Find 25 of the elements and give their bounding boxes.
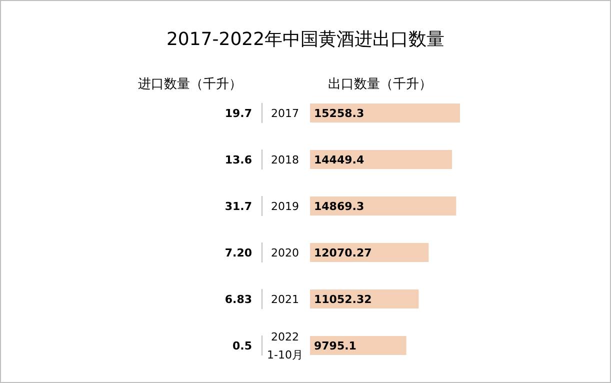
y-tick-label: 2017 <box>271 107 299 120</box>
data-label: 6.83 <box>224 293 252 306</box>
data-label: 31.7 <box>224 200 252 213</box>
data-label: 7.20 <box>224 246 252 260</box>
data-label: 14869.3 <box>314 200 364 213</box>
chart-title: 2017-2022年中国黄酒进出口数量 <box>166 29 445 50</box>
data-label: 19.7 <box>224 107 252 120</box>
data-label: 9795.1 <box>314 340 356 352</box>
data-label: 14449.4 <box>314 154 364 166</box>
data-label: 13.6 <box>224 154 252 166</box>
text: 进口数量（千升） <box>138 77 242 92</box>
bar <box>310 104 460 122</box>
data-label: 11052.32 <box>314 293 372 306</box>
bar <box>310 196 456 216</box>
data-label: 0.5 <box>232 340 252 352</box>
y-tick-label: 2021 <box>271 293 299 306</box>
bar <box>310 336 406 355</box>
y-tick-label: 2018 <box>271 154 299 166</box>
y-tick-label: 2019 <box>271 200 299 213</box>
data-label: 12070.27 <box>314 246 372 260</box>
y-tick-label: 2022 1-10月 <box>267 330 303 362</box>
data-label: 15258.3 <box>314 107 364 120</box>
y-tick-label: 2020 <box>271 246 299 260</box>
bar <box>310 150 452 169</box>
series-label: 出口数量（千升） <box>328 77 432 92</box>
